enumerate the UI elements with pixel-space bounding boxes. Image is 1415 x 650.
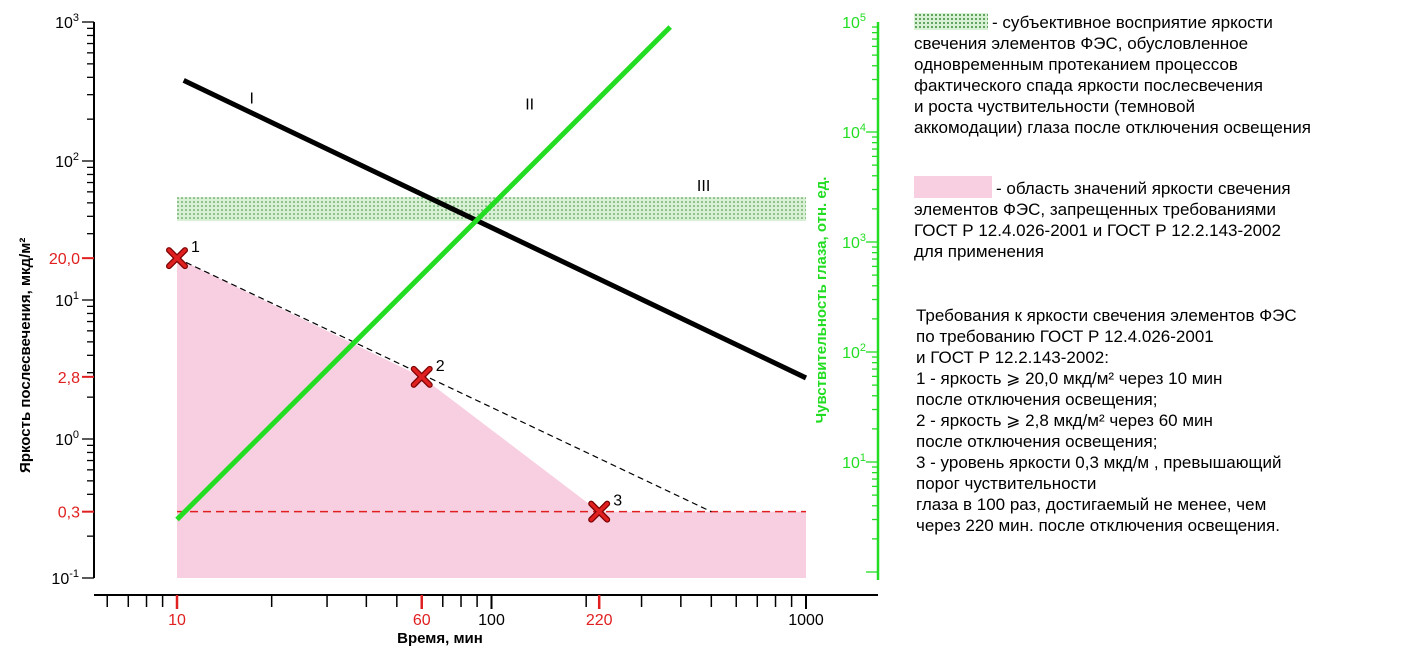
left-tick-label: 101	[55, 290, 79, 310]
series-line-II	[175, 25, 672, 522]
right-tick-label: 101	[842, 452, 866, 472]
dotted-band-swatch	[914, 13, 988, 30]
series-label: I	[249, 90, 253, 107]
series-label: II	[525, 97, 534, 114]
pink-area-swatch	[914, 176, 992, 198]
right-tick-label: 104	[842, 122, 866, 142]
x-red-tick-label: 220	[586, 612, 613, 629]
left-red-tick-label: 20,0	[49, 251, 80, 268]
left-red-tick-label: 0,3	[58, 505, 80, 522]
legend-item-forbidden: - область значений яркости свечения элем…	[914, 176, 1414, 262]
right-axis-label: Чувствительность глаза, отн. ед.	[813, 177, 830, 424]
right-tick-label: 105	[842, 12, 866, 32]
legend-text: порог чуствительности	[916, 474, 1097, 493]
series-label: III	[697, 178, 710, 195]
legend-text: 3 - уровень яркости 0,3 мкд/м , превышаю…	[916, 453, 1282, 472]
left-red-tick-label: 2,8	[58, 370, 80, 387]
legend-text: и роста чуствительности (темновой	[914, 97, 1196, 116]
x-axis-label: Время, мин	[397, 630, 483, 647]
band-III	[177, 197, 806, 222]
legend-text: Требования к яркости свечения элементов …	[916, 306, 1297, 325]
legend-text: 1 - яркость ⩾ 20,0 мкд/м² через 10 мин	[916, 369, 1223, 388]
legend-item-subjective: - субъективное восприятие яркости свечен…	[914, 12, 1414, 138]
legend-text: после отключения освещения;	[916, 390, 1158, 409]
legend-text: через 220 мин. после отключения освещени…	[916, 516, 1280, 535]
legend-text: глаза в 100 раз, достигаемый не менее, ч…	[916, 495, 1267, 514]
legend-text: аккомодации) глаза после отключения осве…	[914, 118, 1311, 137]
legend-text: для применения	[914, 242, 1044, 261]
right-tick-label: 102	[842, 342, 866, 362]
left-tick-label: 10-1	[51, 568, 79, 588]
left-tick-label: 103	[55, 12, 79, 32]
point-label: 3	[613, 493, 622, 510]
point-label: 2	[436, 358, 445, 375]
point-marker	[589, 501, 609, 522]
point-label: 1	[191, 239, 200, 256]
x-tick-label: 1000	[788, 612, 824, 629]
legend-text: - субъективное восприятие яркости	[992, 13, 1273, 32]
left-tick-label: 102	[55, 151, 79, 171]
point-marker	[411, 367, 432, 387]
legend-text: после отключения освещения;	[916, 432, 1158, 451]
series-line-I	[182, 78, 808, 381]
left-tick-label: 100	[55, 429, 79, 449]
forbidden-area	[177, 258, 806, 578]
legend-text: и ГОСТ Р 12.2.143-2002:	[916, 348, 1109, 367]
right-tick-label: 103	[842, 232, 866, 252]
decay-dashed-line	[176, 257, 712, 513]
left-axis-label: Яркость послесвечения, мкд/м²	[17, 238, 34, 473]
x-tick-label: 100	[478, 612, 505, 629]
legend-text: свечения элементов ФЭС, обусловленное	[914, 34, 1249, 53]
legend-text: по требованию ГОСТ Р 12.4.026-2001	[916, 327, 1214, 346]
point-marker	[167, 248, 187, 268]
legend-requirements: Требования к яркости свечения элементов …	[916, 305, 1414, 536]
x-tick-label: 10	[168, 612, 186, 629]
legend-text: элементов ФЭС, запрещенных требованиями	[914, 200, 1276, 219]
legend-text: - область значений яркости свечения	[996, 179, 1291, 198]
x-red-tick-label: 60	[413, 612, 431, 629]
legend-text: фактического спада яркости послесвечения	[914, 76, 1263, 95]
legend-text: одновременным протеканием процессов	[914, 55, 1238, 74]
legend-text: 2 - яркость ⩾ 2,8 мкд/м² через 60 мин	[916, 411, 1213, 430]
legend-text: ГОСТ Р 12.4.026-2001 и ГОСТ Р 12.2.143-2…	[914, 221, 1281, 240]
